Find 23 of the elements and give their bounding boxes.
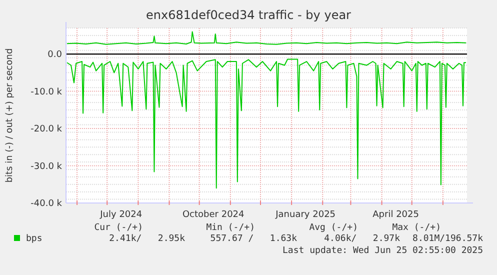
x-tick-label: October 2024 (182, 210, 245, 220)
y-tick-label: -40.0 k (30, 199, 63, 209)
y-tick-label: 0.0 (48, 50, 62, 60)
line-series (66, 58, 466, 189)
text: Cur (-/+) (94, 223, 143, 233)
y-axis-title: bits in (-) / out (+) per second (5, 48, 15, 183)
line-series (66, 31, 466, 45)
text: 4.06k/ 2.97k (324, 234, 401, 244)
x-tick-label: July 2024 (99, 210, 142, 220)
text: Min (-/+) (206, 223, 255, 233)
legend-label: bps (26, 234, 42, 244)
chart-title: enx681def0ced34 traffic - by year (146, 8, 352, 22)
y-tick-label: -20.0 k (30, 124, 63, 135)
y-tick-label: -10.0 k (30, 87, 63, 98)
x-tick-label: April 2025 (372, 210, 419, 220)
text: 8.01M/196.57k (412, 234, 484, 244)
y-tick-label: -30.0 k (30, 162, 63, 172)
text: 2.41k/ 2.95k (109, 234, 186, 244)
text: Last update: Wed Jun 25 02:55:00 2025 (282, 246, 483, 256)
x-tick-label: January 2025 (274, 210, 336, 220)
text: Max (-/+) (392, 223, 441, 233)
text: Avg (-/+) (309, 223, 358, 233)
text: 557.67 / 1.63k (210, 234, 298, 244)
